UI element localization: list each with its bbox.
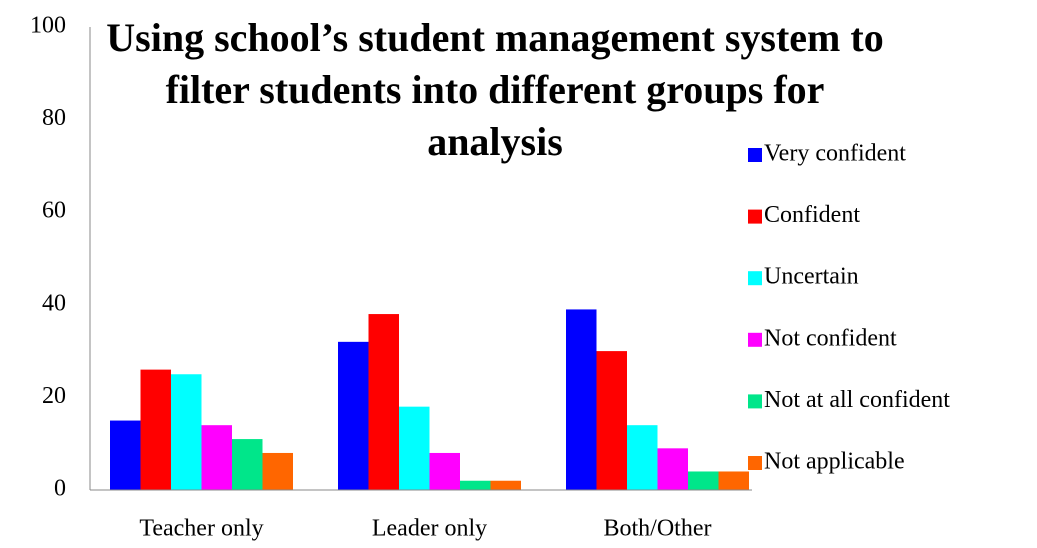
y-tick-label: 0 <box>54 476 66 502</box>
bar <box>110 420 141 490</box>
bar <box>368 314 399 490</box>
bar <box>429 452 460 490</box>
bar <box>688 471 719 490</box>
x-tick-label: Leader only <box>372 516 487 542</box>
y-tick-label: 20 <box>42 383 66 409</box>
bar <box>718 471 749 490</box>
legend-label: Uncertain <box>764 264 859 290</box>
legend-label: Confident <box>764 202 860 228</box>
y-tick-label: 100 <box>30 13 66 39</box>
legend-label: Not confident <box>764 325 897 351</box>
bar <box>338 341 369 490</box>
bar <box>566 309 597 490</box>
y-tick-label: 40 <box>42 290 66 316</box>
legend-label: Very confident <box>764 141 906 167</box>
x-tick-label: Both/Other <box>604 516 712 542</box>
bar <box>460 480 491 490</box>
bar <box>262 452 293 490</box>
bar <box>140 369 171 490</box>
legend-label: Not applicable <box>764 449 905 475</box>
bar <box>657 448 688 490</box>
chart-title: Using school’s student management system… <box>106 15 884 164</box>
legend-swatch <box>748 148 762 162</box>
bar <box>596 351 627 490</box>
legend-label: Not at all confident <box>764 387 950 413</box>
bar <box>399 406 430 490</box>
y-tick-label: 80 <box>42 105 66 131</box>
bar <box>627 425 658 490</box>
x-tick-label: Teacher only <box>139 516 263 542</box>
bar <box>201 425 232 490</box>
legend-swatch <box>748 332 762 347</box>
legend-swatch <box>748 394 762 409</box>
bar <box>232 439 263 490</box>
legend-swatch <box>748 456 762 470</box>
y-tick-label: 60 <box>42 198 66 224</box>
bar <box>171 374 202 490</box>
legend-swatch <box>748 209 762 224</box>
legend-swatch <box>748 271 762 286</box>
bar <box>490 480 521 490</box>
